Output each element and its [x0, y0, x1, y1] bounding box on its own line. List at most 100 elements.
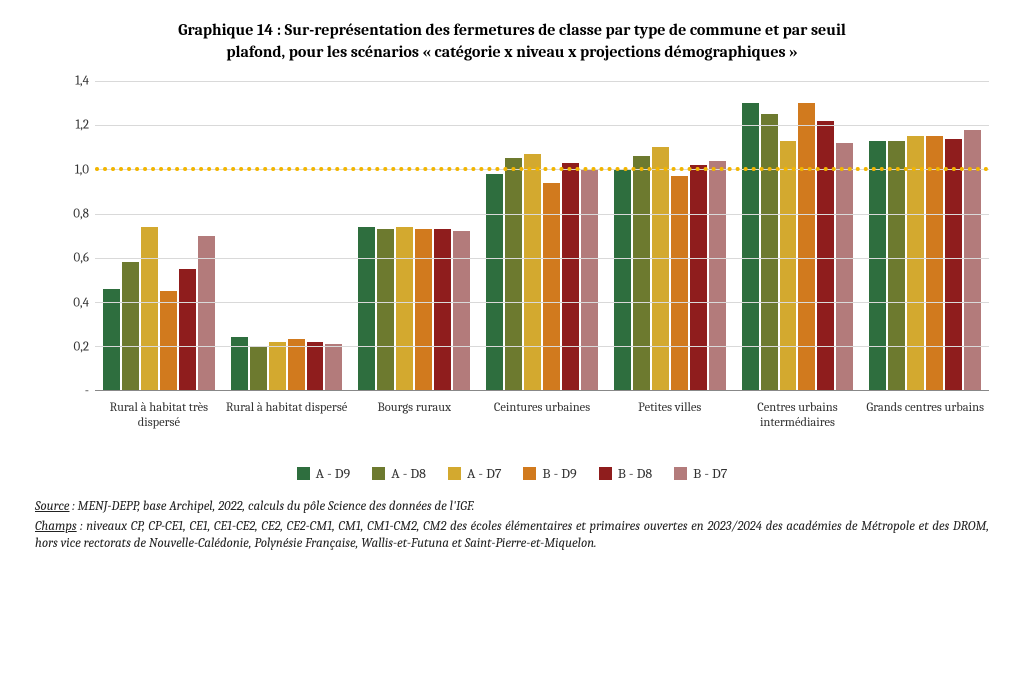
bar: [581, 169, 598, 390]
bar: [633, 156, 650, 390]
legend-label: A - D8: [391, 465, 426, 482]
grid-line: [95, 81, 989, 82]
legend-item: B - D8: [599, 465, 652, 482]
grid-line: [95, 302, 989, 303]
bar: [780, 141, 797, 390]
bar: [817, 121, 834, 390]
bar: [486, 174, 503, 390]
bar: [396, 227, 413, 390]
grid-line: [95, 346, 989, 347]
bar: [888, 141, 905, 390]
x-tick-label: Bourgs ruraux: [350, 395, 478, 451]
bar-group: [95, 81, 223, 390]
bar: [358, 227, 375, 390]
grid-line: [95, 125, 989, 126]
legend-item: B - D9: [523, 465, 576, 482]
title-line-1: Graphique 14 : Sur-représentation des fe…: [178, 21, 846, 39]
bar: [798, 103, 815, 390]
bar: [614, 169, 631, 390]
bar-groups: [95, 81, 989, 390]
legend-swatch: [523, 467, 536, 480]
bar-group: [734, 81, 862, 390]
legend-label: B - D8: [618, 465, 652, 482]
legend-swatch: [372, 467, 385, 480]
legend-label: A - D9: [316, 465, 351, 482]
legend-label: A - D7: [467, 465, 501, 482]
chart-area: -0,20,40,60,81,01,21,4 Rural à habitat t…: [65, 81, 989, 451]
champs-footnote: Champs : niveaux CP, CP-CE1, CE1, CE1-CE…: [35, 518, 989, 553]
legend-label: B - D9: [542, 465, 576, 482]
bar: [377, 229, 394, 390]
bar: [179, 269, 196, 390]
bar: [141, 227, 158, 390]
bar: [869, 141, 886, 390]
bar: [907, 136, 924, 390]
y-tick-label: 1,0: [75, 162, 89, 177]
bar: [926, 136, 943, 390]
champs-text: : niveaux CP, CP-CE1, CE1, CE1-CE2, CE2,…: [35, 519, 989, 552]
reference-line: [95, 167, 989, 171]
grid-line: [95, 214, 989, 215]
bar: [562, 163, 579, 390]
y-tick-label: 0,2: [73, 339, 89, 354]
bar: [434, 229, 451, 390]
bar: [453, 231, 470, 390]
bar-group: [223, 81, 351, 390]
y-tick-label: 0,8: [73, 207, 89, 222]
legend-swatch: [297, 467, 310, 480]
bar: [505, 158, 522, 390]
bar: [524, 154, 541, 390]
bar: [652, 147, 669, 390]
x-tick-label: Petites villes: [606, 395, 734, 451]
legend-item: B - D7: [674, 465, 727, 482]
bar-group: [478, 81, 606, 390]
y-tick-label: -: [85, 384, 89, 399]
source-footnote: Source : MENJ-DEPP, base Archipel, 2022,…: [35, 498, 989, 516]
x-axis-labels: Rural à habitat très disperséRural à hab…: [95, 395, 989, 451]
source-text: : MENJ-DEPP, base Archipel, 2022, calcul…: [69, 499, 474, 514]
bar: [761, 114, 778, 390]
legend-item: A - D9: [297, 465, 351, 482]
bar: [269, 342, 286, 391]
champs-label: Champs: [35, 519, 77, 534]
source-label: Source: [35, 499, 69, 514]
bar: [742, 103, 759, 390]
y-tick-label: 0,4: [73, 295, 89, 310]
bar: [945, 139, 962, 391]
bar: [160, 291, 177, 390]
bar: [103, 289, 120, 391]
bar: [415, 229, 432, 390]
bar: [288, 339, 305, 390]
legend-item: A - D7: [448, 465, 501, 482]
y-tick-label: 0,6: [74, 251, 90, 266]
legend-swatch: [599, 467, 612, 480]
legend-swatch: [674, 467, 687, 480]
legend: A - D9 A - D8 A - D7 B - D9 B - D8 B - D7: [35, 465, 989, 482]
x-tick-label: Centres urbains intermédiaires: [734, 395, 862, 451]
bar-group: [350, 81, 478, 390]
x-tick-label: Rural à habitat dispersé: [223, 395, 351, 451]
x-tick-label: Grands centres urbains: [861, 395, 989, 451]
x-tick-label: Ceintures urbaines: [478, 395, 606, 451]
chart-title: Graphique 14 : Sur-représentation des fe…: [35, 20, 989, 63]
bar-group: [861, 81, 989, 390]
y-axis: -0,20,40,60,81,01,21,4: [65, 81, 95, 391]
title-line-2: plafond, pour les scénarios « catégorie …: [226, 43, 797, 61]
grid-line: [95, 258, 989, 259]
bar: [122, 262, 139, 390]
bar: [198, 236, 215, 391]
bar: [325, 344, 342, 390]
bar-group: [606, 81, 734, 390]
y-tick-label: 1,4: [75, 74, 89, 89]
legend-item: A - D8: [372, 465, 426, 482]
legend-label: B - D7: [693, 465, 727, 482]
bar: [690, 165, 707, 390]
bar: [709, 161, 726, 391]
bar: [250, 346, 267, 390]
legend-swatch: [448, 467, 461, 480]
x-tick-label: Rural à habitat très dispersé: [95, 395, 223, 451]
bar: [836, 143, 853, 390]
bar: [671, 176, 688, 390]
y-tick-label: 1,2: [75, 118, 89, 133]
bar: [307, 342, 324, 391]
